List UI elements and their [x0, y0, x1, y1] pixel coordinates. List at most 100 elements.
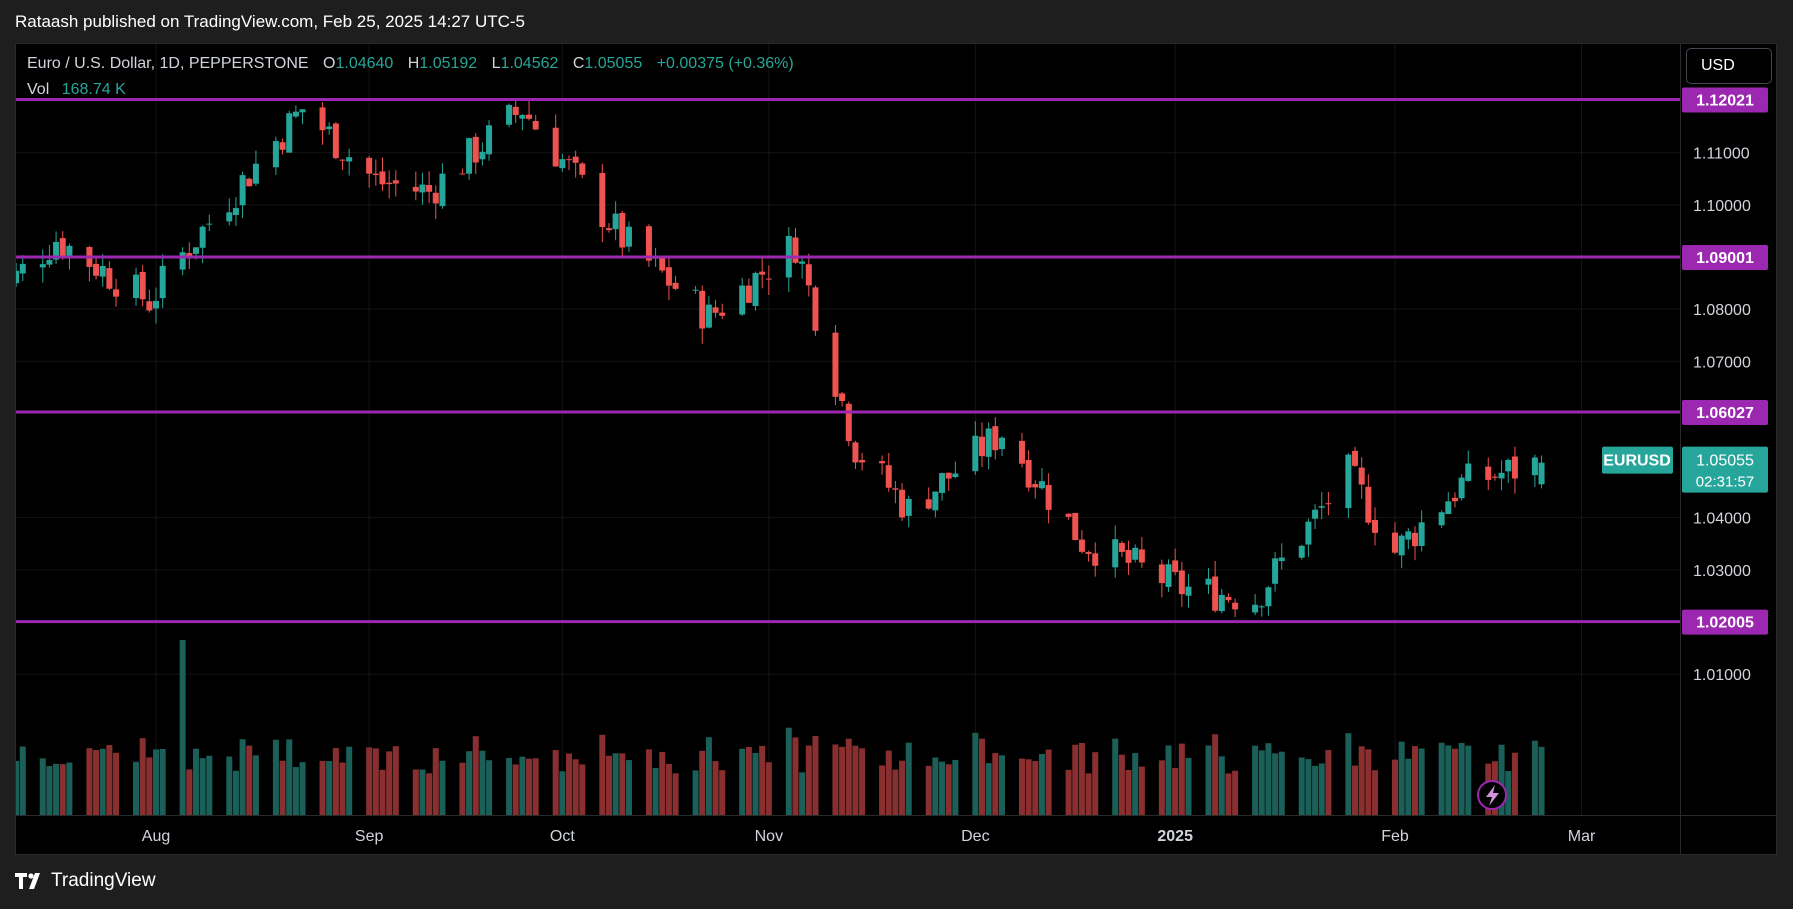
volume-label[interactable]: Vol — [27, 81, 50, 98]
volume-bar — [1465, 745, 1472, 815]
candle-body — [46, 259, 53, 265]
volume-bar — [652, 768, 659, 815]
candle-body — [432, 192, 439, 204]
candle-body — [1252, 604, 1259, 613]
candle-body — [972, 435, 979, 472]
volume-bar — [252, 755, 259, 815]
volume-bar — [1345, 733, 1352, 815]
volume-bar — [192, 748, 199, 815]
volume-bar — [1138, 766, 1145, 815]
volume-bar — [512, 764, 519, 815]
candle-body — [1265, 587, 1272, 607]
chart-panel[interactable]: 1.11000 1.10000 1.08000 1.07000 1.04000 1.030… — [15, 43, 1777, 855]
volume-bar — [1358, 746, 1365, 815]
volume-bar — [998, 755, 1005, 815]
volume-bar — [332, 748, 339, 815]
volume-bar — [1205, 745, 1212, 815]
volume-bar — [39, 758, 46, 815]
candle-body — [1272, 558, 1279, 584]
candle-body — [279, 142, 286, 150]
candle-body — [1465, 463, 1472, 481]
volume-bar — [1498, 744, 1505, 815]
candle-body — [719, 312, 726, 316]
candle-body — [226, 212, 233, 222]
low-label: L — [491, 55, 501, 72]
volume-bar — [1065, 769, 1072, 815]
high-value: 1.05192 — [419, 55, 478, 72]
candle-body — [272, 141, 279, 168]
candle-body — [1505, 459, 1512, 472]
volume-bar — [559, 771, 566, 815]
candle-body — [1025, 459, 1032, 488]
candle-body — [1205, 578, 1212, 585]
volume-bar — [1078, 742, 1085, 815]
candle-body — [759, 271, 766, 275]
volume-bar — [899, 760, 906, 815]
candle-body — [246, 178, 253, 187]
candle-body — [1065, 513, 1072, 517]
candle-body — [532, 120, 539, 130]
candle-body — [1305, 521, 1312, 545]
candle-body — [332, 123, 339, 159]
volume-bar — [572, 759, 579, 815]
candle-body — [579, 163, 586, 175]
y-tick-label: 1.03000 — [1693, 563, 1751, 580]
footer: TradingView — [0, 855, 1793, 909]
candle-body — [605, 228, 612, 231]
candle-body — [1411, 532, 1418, 547]
level-price-label: 1.09001 — [1696, 250, 1754, 267]
x-tick-label: Nov — [755, 828, 783, 845]
volume-bar — [292, 767, 299, 815]
candle-body — [479, 151, 486, 160]
volume-bar — [226, 756, 233, 815]
candle-body — [1185, 586, 1192, 596]
candle-body — [106, 268, 113, 289]
candle-body — [1358, 467, 1365, 485]
level-price-label: 1.12021 — [1696, 93, 1754, 110]
candle-body — [739, 285, 746, 315]
volume-bar — [532, 758, 539, 815]
candle-body — [1318, 506, 1325, 508]
candle-body — [1298, 545, 1305, 558]
candle-body — [526, 114, 533, 119]
volume-bar — [992, 752, 999, 815]
volume-bar — [232, 770, 239, 815]
candle-body — [1405, 531, 1412, 540]
candle-body — [339, 159, 346, 161]
x-tick-label: Aug — [142, 828, 170, 845]
level-price-badge — [1682, 87, 1768, 113]
candle-body — [832, 332, 839, 397]
candle-body — [286, 113, 293, 153]
lightning-icon[interactable] — [1477, 780, 1507, 810]
volume-bar — [386, 751, 393, 815]
symbol-title[interactable]: Euro / U.S. Dollar, 1D, PEPPERSTONE — [27, 55, 309, 72]
candle-body — [845, 403, 852, 442]
volume-bar — [319, 760, 326, 815]
chart-canvas[interactable]: 1.11000 1.10000 1.08000 1.07000 1.04000 1.030… — [16, 44, 1777, 855]
candle-body — [552, 127, 559, 167]
currency-button[interactable]: USD — [1686, 48, 1772, 84]
tradingview-logo[interactable]: TradingView — [15, 870, 156, 892]
level-price-badge — [1682, 399, 1768, 425]
volume-bar — [159, 748, 166, 815]
volume-bar — [659, 751, 666, 815]
volume-bar — [426, 773, 433, 815]
candle-body — [645, 226, 652, 261]
level-price-label: 1.02005 — [1696, 615, 1754, 632]
volume-bar — [106, 745, 113, 815]
volume-bar — [985, 763, 992, 815]
volume-bar — [1411, 746, 1418, 815]
volume-bar — [1258, 750, 1265, 815]
candle-body — [1218, 594, 1225, 612]
volume-bar — [1212, 734, 1219, 815]
candle-body — [239, 175, 246, 206]
candle-body — [805, 264, 812, 286]
volume-bar — [206, 755, 213, 815]
publish-header: Rataash published on TradingView.com, Fe… — [0, 0, 1793, 44]
volume-bar — [372, 748, 379, 815]
volume-bar — [1178, 743, 1185, 815]
volume-bar — [1038, 753, 1045, 815]
volume-bar — [439, 760, 446, 815]
candle-body — [619, 212, 626, 248]
candle-body — [179, 252, 186, 270]
